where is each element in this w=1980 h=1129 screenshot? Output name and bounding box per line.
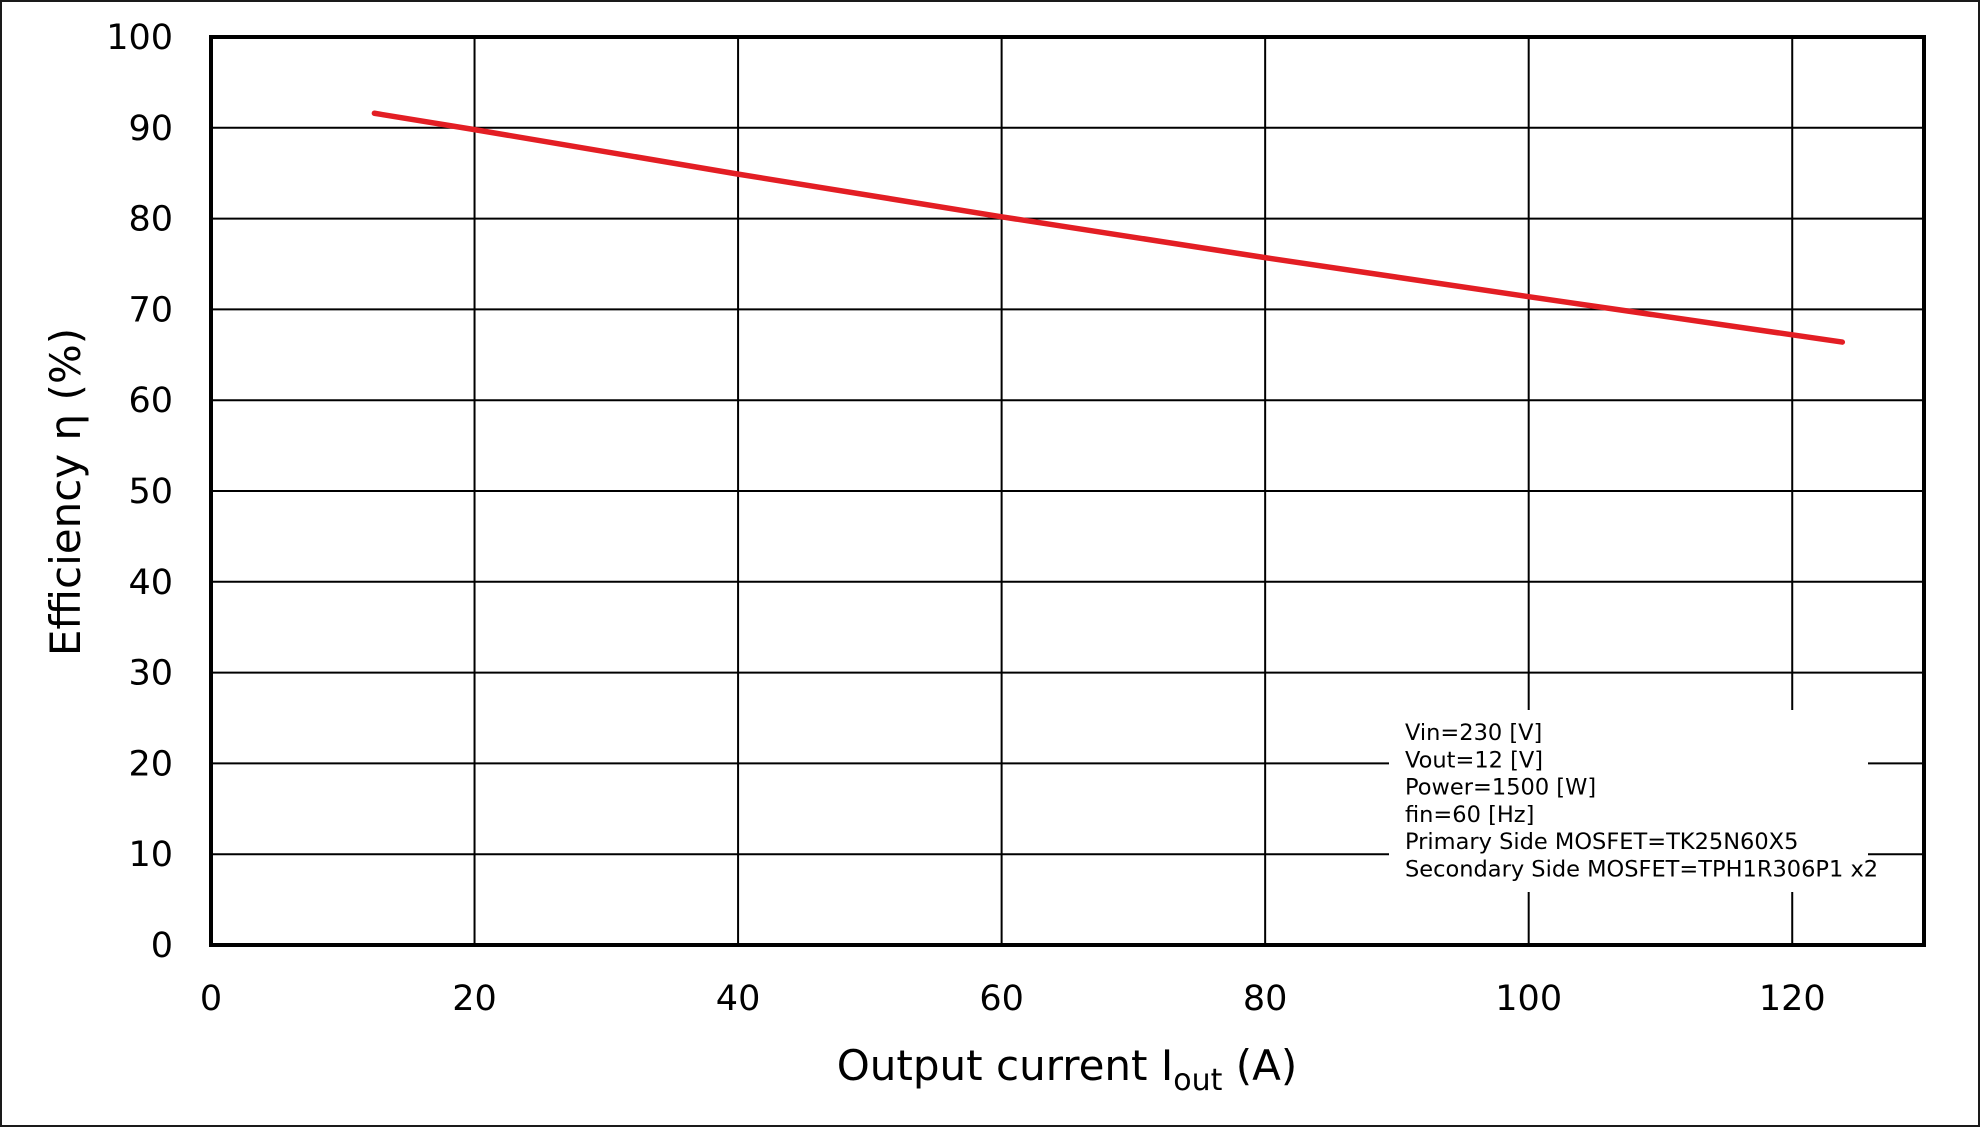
- gridlines: [211, 37, 1924, 945]
- x-tick-label: 0: [200, 979, 222, 1019]
- y-tick-label: 80: [128, 200, 173, 240]
- x-tick-label: 80: [1243, 979, 1288, 1019]
- x-tick-label: 100: [1495, 979, 1562, 1019]
- efficiency-line: [371, 110, 1846, 345]
- x-tick-label: 120: [1759, 979, 1826, 1019]
- y-tick-label: 60: [128, 381, 173, 421]
- annotation-background: [1389, 710, 1868, 892]
- y-tick-label: 40: [128, 563, 173, 603]
- annotation-box: [1389, 710, 1868, 892]
- x-axis-title-main: Output current I: [837, 1041, 1174, 1090]
- y-tick-label: 50: [128, 472, 173, 512]
- y-tick-label: 20: [128, 744, 173, 784]
- annotation-line: Power=1500 [W]: [1405, 775, 1596, 801]
- annotation-line: Primary Side MOSFET=TK25N60X5: [1405, 829, 1798, 855]
- plot-border: [209, 35, 1926, 947]
- annotation-line: Vout=12 [V]: [1405, 747, 1543, 773]
- y-axis-title: Efficiency η (%): [41, 328, 90, 656]
- annotation-text: Vin=230 [V]Vout=12 [V]Power=1500 [W]fin=…: [1405, 720, 1878, 883]
- x-axis-title: Output current Iout (A): [837, 1041, 1298, 1098]
- x-axis-title-subscript: out: [1173, 1063, 1222, 1098]
- annotation-line: fin=60 [Hz]: [1405, 802, 1534, 828]
- x-axis-ticks: 0 20 40 60 80 100 120: [200, 979, 1826, 1019]
- x-axis-title-unit: (A): [1222, 1041, 1297, 1090]
- annotation-line: Vin=230 [V]: [1405, 720, 1542, 746]
- y-tick-label: 10: [128, 835, 173, 875]
- y-tick-label: 100: [106, 18, 173, 58]
- x-tick-label: 60: [979, 979, 1024, 1019]
- plot-frame: [209, 35, 1926, 947]
- y-tick-label: 90: [128, 109, 173, 149]
- y-axis-ticks: 0 10 20 30 40 50 60 70 80 90 100: [106, 18, 173, 966]
- x-tick-label: 40: [716, 979, 761, 1019]
- y-tick-label: 70: [128, 290, 173, 330]
- y-tick-label: 30: [128, 654, 173, 694]
- y-tick-label: 0: [151, 926, 173, 966]
- x-tick-label: 20: [452, 979, 497, 1019]
- series-layer: [371, 110, 1846, 345]
- annotation-line: Secondary Side MOSFET=TPH1R306P1 x2: [1405, 857, 1878, 883]
